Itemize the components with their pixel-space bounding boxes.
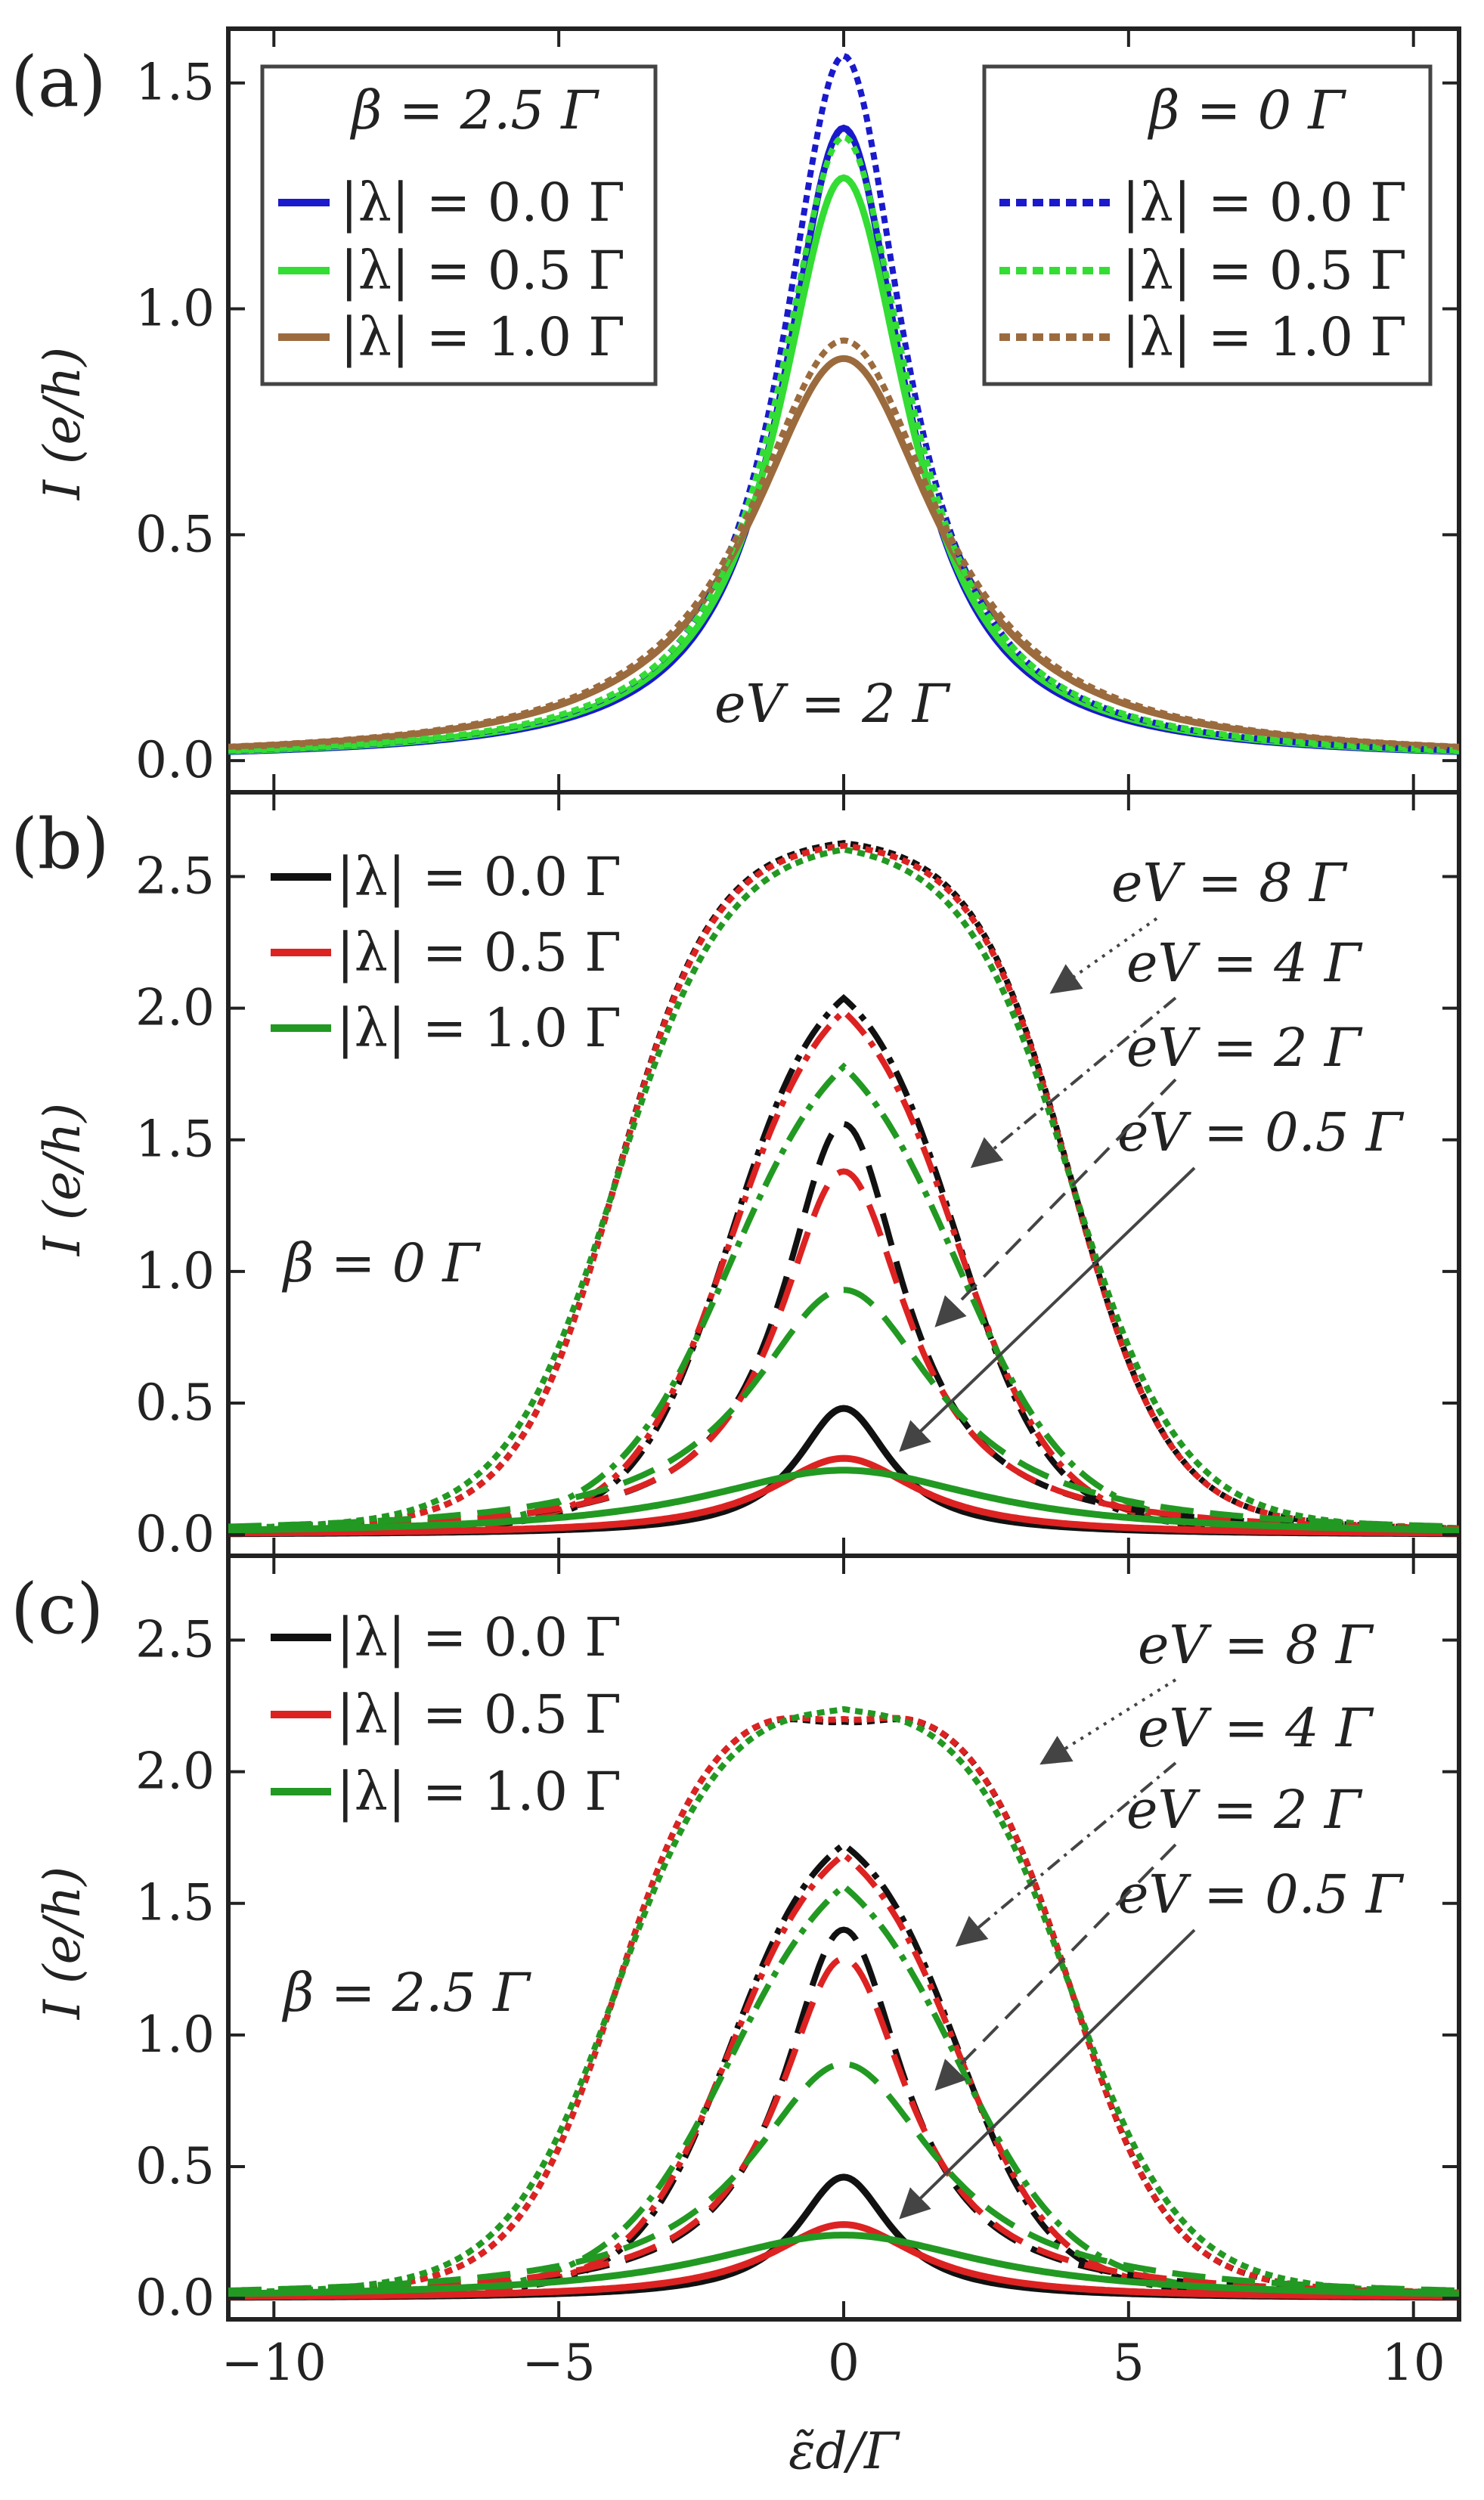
legend-b-entry-3: |λ| = 1.0 Γ [336, 997, 621, 1059]
legend-a-right-title: β = 0 Γ [1147, 79, 1346, 141]
series-line [228, 2221, 1459, 2300]
legend-a-right-box [982, 64, 1433, 386]
legend-a-left-entry-1: |λ| = 0.0 Γ [340, 172, 625, 234]
legend-a-right-entry-3: |λ| = 1.0 Γ [1122, 306, 1407, 368]
eV-label-c-8: eV = 8 Γ [1138, 1614, 1374, 1676]
series-line [228, 846, 1459, 1532]
y-tick-label: 1.0 [135, 280, 215, 338]
series-line [228, 1168, 1459, 1532]
legend-b-entry-2: |λ| = 0.5 Γ [336, 922, 621, 984]
legend-c-entry-2: |λ| = 0.5 Γ [336, 1684, 621, 1746]
y-tick-label: 2.5 [135, 847, 215, 905]
ylabel-a: I (e/h) [33, 347, 91, 500]
x-tick-label: −10 [222, 2334, 327, 2392]
y-tick-label: 0.0 [135, 731, 215, 789]
beta-label-c: β = 2.5 Γ [281, 1962, 531, 2024]
arrow-b-4 [970, 996, 1177, 1169]
y-tick-label: 0.0 [135, 1505, 215, 1563]
y-tick-label: 0.0 [135, 2269, 215, 2327]
legend-a-left-entry-3: |λ| = 1.0 Γ [340, 306, 625, 368]
panel-label-c: (c) [11, 1569, 104, 1650]
arrow-c-8 [1039, 1678, 1177, 1765]
x-tick-label: −5 [522, 2334, 595, 2392]
legend-a-left-box [260, 64, 658, 386]
series-line [228, 1287, 1459, 1530]
y-tick-label: 2.0 [135, 1743, 215, 1801]
xlabel: ε̃d/Γ [788, 2422, 900, 2480]
beta-label-b: β = 0 Γ [281, 1232, 481, 1294]
x-tick-label: 0 [828, 2334, 860, 2392]
legend-b-entry-1: |λ| = 0.0 Γ [336, 846, 621, 908]
panel-2-plot: 0.0 0.5 1.0 1.5 2.0 2.5 −10 −5 0 5 10 [135, 1556, 1459, 2392]
legend-a-left-title: β = 2.5 Γ [349, 79, 599, 141]
series-line [228, 1467, 1459, 1534]
eV-label-b-8: eV = 8 Γ [1111, 852, 1348, 914]
series-line [228, 2061, 1459, 2294]
eV-label-c-4: eV = 4 Γ [1138, 1697, 1374, 1759]
series-line [228, 842, 1459, 1532]
y-tick-label: 2.0 [135, 979, 215, 1037]
y-tick-label: 1.5 [135, 1874, 215, 1932]
y-tick-label: 2.5 [135, 1610, 215, 1668]
y-tick-label: 1.0 [135, 1242, 215, 1300]
x-tick-label: 10 [1382, 2334, 1445, 2392]
panel-0-plot: 0.0 0.5 1.0 1.5 [135, 29, 1459, 792]
panel-1-plot: 0.0 0.5 1.0 1.5 2.0 2.5 [135, 792, 1459, 1563]
series-line [228, 1715, 1459, 2296]
arrow-c-4 [955, 1761, 1177, 1947]
series-line [228, 1062, 1459, 1535]
y-tick-label: 1.0 [135, 2006, 215, 2064]
ylabel-c: I (e/h) [33, 1866, 91, 2020]
eV-label-b-2: eV = 2 Γ [1126, 1017, 1363, 1079]
series-line [228, 1454, 1459, 1537]
y-tick-label: 0.5 [135, 505, 215, 563]
y-tick-label: 1.5 [135, 54, 215, 112]
eV-label-c-05: eV = 0.5 Γ [1117, 1863, 1405, 1925]
arrow-c-2 [934, 1843, 1177, 2091]
panel-0-series [228, 52, 1459, 755]
ylabel-b: I (e/h) [33, 1103, 91, 1256]
x-tick-label: 5 [1113, 2334, 1145, 2392]
annotation-a-eV: eV = 2 Γ [714, 673, 951, 735]
legend-c-entry-1: |λ| = 0.0 Γ [336, 1606, 621, 1668]
series-line [228, 1705, 1459, 2296]
eV-label-c-2: eV = 2 Γ [1126, 1779, 1363, 1841]
arrow-c-05 [899, 1928, 1196, 2220]
y-tick-label: 1.5 [135, 1111, 215, 1169]
panel-2-series [228, 1705, 1459, 2301]
eV-label-b-4: eV = 4 Γ [1126, 932, 1363, 994]
y-tick-label: 0.5 [135, 1374, 215, 1432]
legend-a-right-entry-2: |λ| = 0.5 Γ [1122, 240, 1407, 302]
y-tick-label: 0.5 [135, 2137, 215, 2195]
eV-label-b-05: eV = 0.5 Γ [1117, 1101, 1405, 1163]
arrow-b-05 [899, 1166, 1196, 1452]
series-line [228, 337, 1459, 750]
legend-a-left-entry-2: |λ| = 0.5 Γ [340, 240, 625, 302]
arrow-b-2 [934, 1078, 1177, 1327]
legend-a-right-entry-1: |λ| = 0.0 Γ [1122, 172, 1407, 234]
panel-label-a: (a) [11, 42, 107, 122]
series-line [228, 2232, 1459, 2297]
series-line [228, 174, 1459, 754]
panel-1-series [228, 840, 1459, 1538]
legend-c-entry-3: |λ| = 1.0 Γ [336, 1761, 621, 1823]
arrow-b-8 [1049, 917, 1158, 994]
panel-label-b: (b) [11, 804, 110, 884]
